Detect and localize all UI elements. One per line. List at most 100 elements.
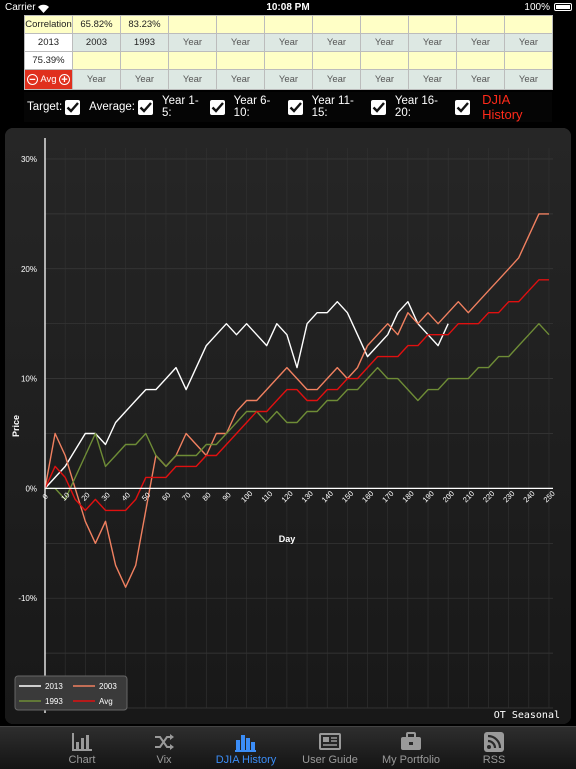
series-line-2003 xyxy=(44,213,549,588)
toggle-label: Year 6-10: xyxy=(233,95,271,119)
grid-cell xyxy=(360,15,409,34)
y-tick-label: -10% xyxy=(18,594,37,603)
watermark-label: OT Seasonal xyxy=(494,710,560,721)
checkbox-checked-icon[interactable] xyxy=(371,99,386,115)
chart-background xyxy=(5,128,571,724)
grid-cell xyxy=(504,51,553,70)
toggle-year-16-20[interactable]: Year 16-20: xyxy=(395,95,476,119)
toggle-label: Target: xyxy=(27,101,63,113)
series-line-1993 xyxy=(45,323,550,501)
year-cell[interactable]: Year xyxy=(456,69,505,90)
x-axis-label: Day xyxy=(279,534,296,544)
grid-cell xyxy=(264,15,313,34)
grid-row-years: 2013 2003 1993 Year Year Year Year Year … xyxy=(24,33,553,52)
tab-vix[interactable]: Vix xyxy=(124,727,204,769)
grid-cell xyxy=(216,51,265,70)
grid-cell xyxy=(312,15,361,34)
toggle-year-11-15[interactable]: Year 11-15: xyxy=(312,95,392,119)
avg-stepper[interactable]: − Avg + xyxy=(24,69,73,90)
year-cell[interactable]: Year xyxy=(168,69,217,90)
grid-row-avg-correlation: 75.39% xyxy=(24,51,553,70)
year-cell[interactable]: Year xyxy=(264,69,313,90)
grid-cell xyxy=(168,15,217,34)
year-cell[interactable]: Year xyxy=(456,33,505,52)
series-line-2013 xyxy=(44,301,449,489)
minus-circle-icon[interactable]: − xyxy=(27,74,38,86)
grid-cell xyxy=(456,15,505,34)
grid-cell: 65.82% xyxy=(72,15,121,34)
grid-cell xyxy=(120,51,169,70)
year-cell[interactable]: Year xyxy=(264,33,313,52)
tab-djia-history[interactable]: DJIA History xyxy=(204,727,288,769)
y-axis-label: Price xyxy=(11,415,21,437)
checkbox-checked-icon[interactable] xyxy=(287,99,303,115)
year-cell[interactable]: Year xyxy=(408,69,457,90)
chart-icon xyxy=(71,732,93,755)
battery-icon xyxy=(554,3,572,11)
year-cell[interactable]: Year xyxy=(216,69,265,90)
grid-cell: 75.39% xyxy=(24,51,73,70)
plus-circle-icon[interactable]: + xyxy=(58,74,70,86)
y-tick-label: 0% xyxy=(25,484,37,493)
year-cell[interactable]: 2003 xyxy=(72,33,121,52)
djia-seasonal-chart: 30% 20% 10% 0% -10% 0 10 20 30 40 50 60 70 80 90 100 110… xyxy=(5,128,571,724)
year-cell[interactable]: Year xyxy=(312,33,361,52)
year-cell[interactable]: 1993 xyxy=(120,33,169,52)
checkbox-checked-icon[interactable] xyxy=(455,99,471,115)
year-cell[interactable]: Year xyxy=(120,69,169,90)
legend-box xyxy=(14,675,128,711)
toggle-year-1-5[interactable]: Year 1-5: xyxy=(162,95,231,119)
avg-label: Avg xyxy=(40,74,57,85)
grid-row-avg: − Avg + Year Year Year Year Year Year Ye… xyxy=(24,69,553,90)
tab-user-guide[interactable]: User Guide xyxy=(288,727,372,769)
djia-history-link[interactable]: DJIA History xyxy=(482,92,523,122)
grid-row-correlation: Correlation 65.82% 83.23% xyxy=(24,15,553,34)
wifi-icon xyxy=(38,3,49,18)
grid-cell: Correlation xyxy=(24,15,73,34)
grid-cell xyxy=(456,51,505,70)
year-cell[interactable]: Year xyxy=(168,33,217,52)
series-line-avg xyxy=(44,279,549,512)
grid-cell xyxy=(72,51,121,70)
toggle-label: Year 16-20: xyxy=(394,95,438,119)
tab-label: DJIA History xyxy=(215,754,277,766)
grid-cell xyxy=(216,15,265,34)
tab-bar: Chart Vix DJIA History User Guide My Por… xyxy=(0,726,576,769)
year-cell[interactable]: Year xyxy=(408,33,457,52)
chart-svg: 30%20%10%0%-10%0 10 20 30 40 50 60 70 80 90 100 110… xyxy=(5,128,571,724)
checkbox-checked-icon[interactable] xyxy=(210,99,225,115)
year-cell[interactable]: Year xyxy=(504,33,553,52)
legend-label: Avg xyxy=(99,697,113,706)
toggle-average[interactable]: Average: xyxy=(89,99,159,115)
grid-cell xyxy=(408,51,457,70)
tab-chart[interactable]: Chart xyxy=(40,727,124,769)
year-cell[interactable]: Year xyxy=(216,33,265,52)
tab-rss[interactable]: RSS xyxy=(454,727,534,769)
toggle-target[interactable]: Target: xyxy=(27,99,86,115)
toggle-year-6-10[interactable]: Year 6-10: xyxy=(234,95,309,119)
grid-cell xyxy=(408,15,457,34)
legend-label: 1993 xyxy=(45,697,63,706)
x-tick-label: 0 xyxy=(41,492,50,501)
y-tick-label: 20% xyxy=(21,265,37,274)
year-cell[interactable]: Year xyxy=(360,69,409,90)
year-cell[interactable]: 2013 xyxy=(24,33,73,52)
year-cell[interactable]: Year xyxy=(360,33,409,52)
correlation-grid: Correlation 65.82% 83.23% 2013 2003 1993… xyxy=(24,15,553,90)
carrier-label: Carrier xyxy=(5,2,36,13)
toggle-label: Average: xyxy=(89,101,135,113)
year-cell[interactable]: Year xyxy=(312,69,361,90)
legend-label: 2003 xyxy=(99,682,117,691)
series-toggle-bar: Target: Average: Year 1-5: Year 6-10: Ye… xyxy=(24,92,552,122)
grid-cell xyxy=(504,15,553,34)
toggle-label: Year 1-5: xyxy=(162,95,199,119)
checkbox-checked-icon[interactable] xyxy=(138,99,153,115)
tab-my-portfolio[interactable]: My Portfolio xyxy=(368,727,454,769)
tab-label: Vix xyxy=(156,754,172,766)
grid-cell xyxy=(168,51,217,70)
checkbox-checked-icon[interactable] xyxy=(65,99,81,115)
year-cell[interactable]: Year xyxy=(72,69,121,90)
legend-label: 2013 xyxy=(45,682,63,691)
briefcase-icon xyxy=(400,732,422,755)
year-cell[interactable]: Year xyxy=(504,69,553,90)
